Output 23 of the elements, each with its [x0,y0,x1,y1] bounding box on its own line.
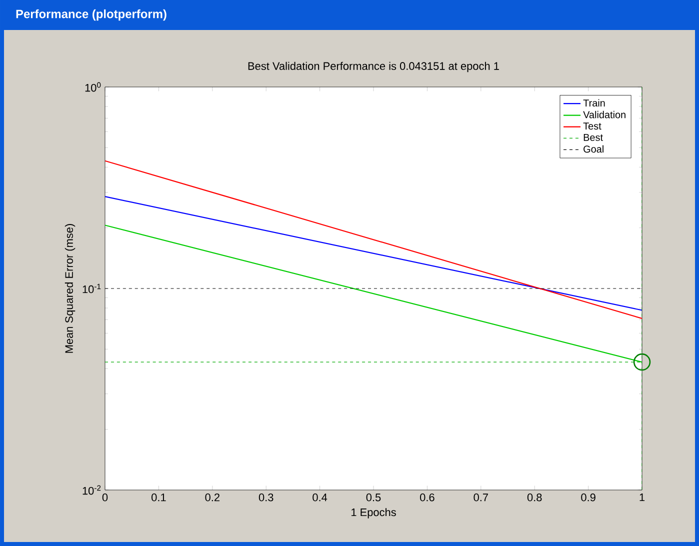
y-tick-label: 10$^{-2}$ [82,485,101,495]
x-tick-label: 0.4 [312,494,328,502]
y-tick-label: 10$^{0}$ [85,82,101,92]
x-axis-title: 1 Epochs [351,508,396,518]
x-tick-label: 0 [102,494,108,502]
y-tick-label: 10$^{-1}$ [82,284,101,294]
x-tick-label: 0.5 [366,494,381,502]
legend-label: Best [584,134,603,141]
x-tick-label: 0.9 [581,494,596,502]
y-axis-title: Mean Squared Error (mse) [64,224,76,353]
legend-label: Test [583,122,602,130]
chart-title: Performance (plotperform) [16,9,166,21]
legend-label: Train [583,99,605,107]
x-tick-label: 0.3 [258,494,274,502]
x-tick-label: 0.6 [420,494,434,502]
legend-label: Goal [584,145,604,153]
x-tick-label: 0.1 [152,494,166,502]
x-tick-label: 1 [640,494,645,502]
chart-subtitle: Best Validation Performance is 0.043151 at epoch 1 [248,62,499,72]
x-tick-label: 0.8 [527,494,542,502]
legend-label: Validation [583,110,626,118]
x-tick-label: 0.7 [474,494,488,502]
x-tick-label: 0.2 [205,494,220,502]
